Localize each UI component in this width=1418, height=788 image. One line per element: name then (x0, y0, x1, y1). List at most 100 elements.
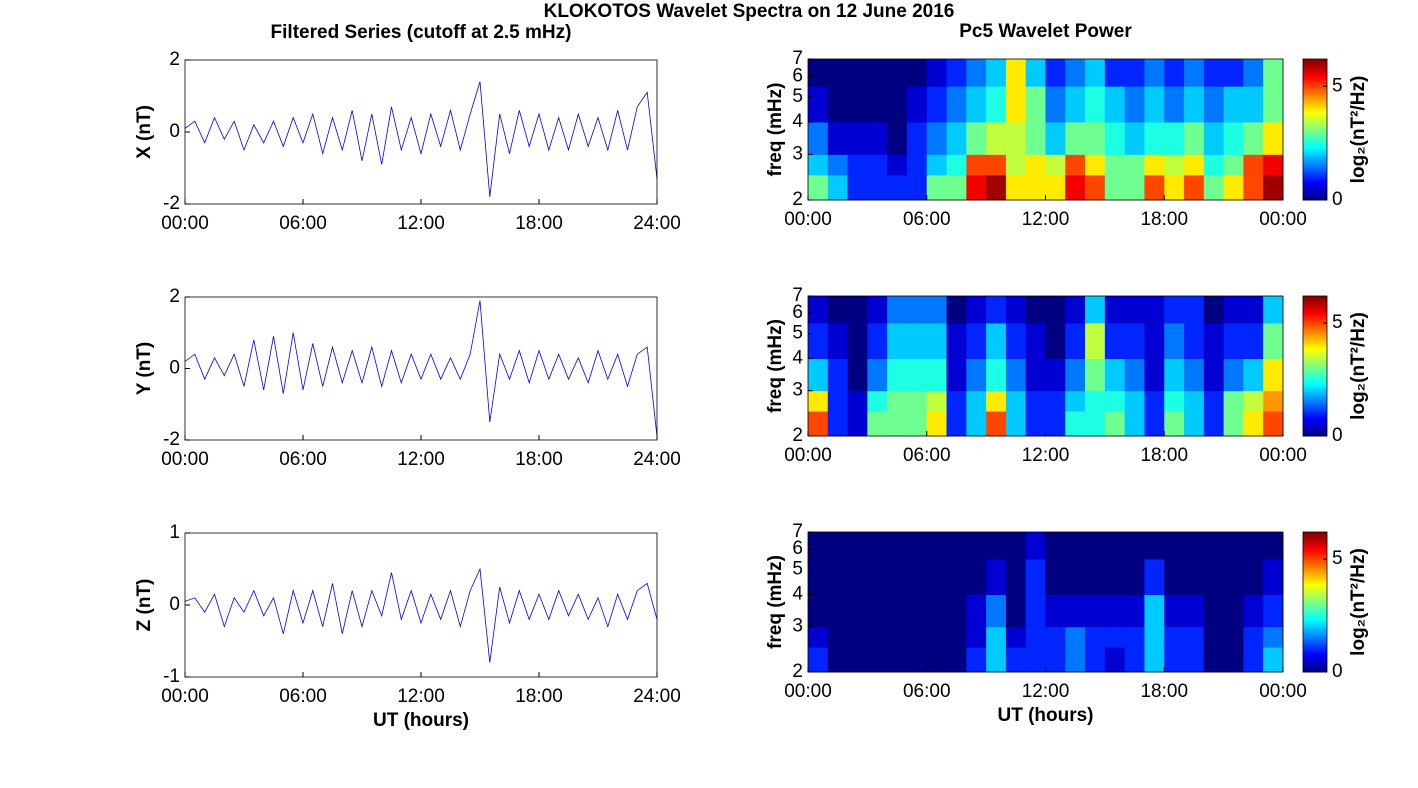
heat-cell (847, 626, 868, 648)
colorbar-swatch (1303, 375, 1327, 379)
heat-cell (926, 154, 948, 176)
heat-cell (1124, 154, 1145, 176)
heat-cell (1085, 322, 1106, 360)
colorbar-swatch (1303, 178, 1327, 182)
colorbar-frame (1302, 58, 1328, 201)
heat-cell (1104, 154, 1126, 176)
heat-cell (1144, 154, 1165, 176)
heat-cell (1085, 121, 1106, 155)
x-tick-label: 00:00 (784, 445, 832, 466)
heat-cell (1184, 296, 1205, 324)
heat-cell (847, 532, 868, 560)
colorbar-swatch (1303, 333, 1327, 337)
heat-cell (1104, 558, 1126, 596)
heat-cell (946, 174, 967, 201)
colorbar-swatch (1303, 576, 1327, 580)
colorbar-swatch (1303, 89, 1327, 93)
heat-cell (986, 296, 1007, 324)
heat-cell (1124, 358, 1145, 392)
heat-cell (847, 647, 868, 673)
x-tick-label: 00:00 (1259, 681, 1307, 702)
heat-cell (1223, 558, 1244, 596)
colorbar-swatch (1303, 162, 1327, 166)
heat-cell (1184, 532, 1205, 560)
heat-cell (1104, 532, 1126, 560)
heat-cell (986, 411, 1007, 437)
heat-cell (1045, 411, 1066, 437)
colorbar-swatch (1303, 117, 1327, 121)
heat-cell (1124, 174, 1145, 201)
heat-cell (926, 358, 948, 392)
heat-cell (966, 121, 987, 155)
colorbar-swatch (1303, 361, 1327, 365)
heat-cell (1184, 411, 1205, 437)
heat-cell (808, 86, 829, 123)
colorbar-swatch (1303, 651, 1327, 654)
colorbar-swatch (1303, 310, 1327, 313)
colorbar-swatch (1303, 585, 1327, 589)
heat-cell (1025, 390, 1046, 412)
heat-cell (827, 626, 849, 648)
heat-cell (1144, 626, 1165, 648)
heat-cell (867, 86, 888, 123)
heat-cell (1005, 59, 1027, 87)
heat-cell (1243, 390, 1264, 412)
heat-cell (906, 59, 928, 87)
heat-cell (1005, 296, 1027, 324)
heat-cell (906, 121, 928, 155)
heat-cell (1065, 86, 1086, 123)
heat-cell (1104, 86, 1126, 123)
colorbar-swatch (1303, 412, 1327, 416)
x-tick-label: 24:00 (633, 686, 681, 707)
heat-cell (1184, 59, 1205, 87)
heat-cell (966, 411, 987, 437)
heat-cell (1243, 296, 1264, 324)
heat-cell (827, 532, 849, 560)
colorbar-swatch (1303, 340, 1327, 344)
colorbar-swatch (1303, 91, 1327, 95)
colorbar-tick-label: 5 (1332, 548, 1343, 569)
heat-cell (867, 626, 888, 648)
plot-frame (184, 296, 658, 441)
colorbar-swatch (1303, 415, 1327, 418)
heat-cell (867, 121, 888, 155)
heat-cell (926, 296, 948, 324)
heat-cell (1104, 647, 1126, 673)
heat-cell (1025, 532, 1046, 560)
heat-cell (827, 411, 849, 437)
heat-cell (1085, 626, 1106, 648)
heat-cell (847, 86, 868, 123)
heat-cell (926, 594, 948, 628)
heat-cell (1045, 154, 1066, 176)
colorbar-swatch (1303, 345, 1327, 348)
heat-cell (1223, 532, 1244, 560)
heat-cell (1045, 296, 1066, 324)
heat-cell (986, 558, 1007, 596)
colorbar-swatch (1303, 129, 1327, 133)
heat-cell (1263, 86, 1284, 123)
heat-cell (808, 558, 829, 596)
series-line (184, 300, 658, 437)
colorbar-swatch (1303, 557, 1327, 561)
heat-cell (1104, 59, 1126, 87)
heat-cell (986, 174, 1007, 201)
heat-cell (1065, 358, 1086, 392)
y-tick-label: 1 (169, 522, 180, 543)
heat-cell (946, 296, 967, 324)
heat-cell (867, 411, 888, 437)
colorbar-swatch (1303, 363, 1327, 367)
heat-cell (808, 594, 829, 628)
y-tick-label: 6 (792, 538, 803, 559)
colorbar-swatch (1303, 422, 1327, 425)
heat-cell (1104, 322, 1126, 360)
heat-cell (1203, 174, 1225, 201)
colorbar-swatch (1303, 426, 1327, 430)
heat-cell (1065, 322, 1086, 360)
colorbar-swatch (1303, 606, 1327, 610)
heat-cell (966, 358, 987, 392)
y-axis-label: freq (mHz) (765, 555, 786, 649)
heat-cell (966, 626, 987, 648)
colorbar-swatch (1303, 314, 1327, 318)
colorbar-frame (1302, 531, 1328, 673)
colorbar-swatch (1303, 648, 1327, 652)
